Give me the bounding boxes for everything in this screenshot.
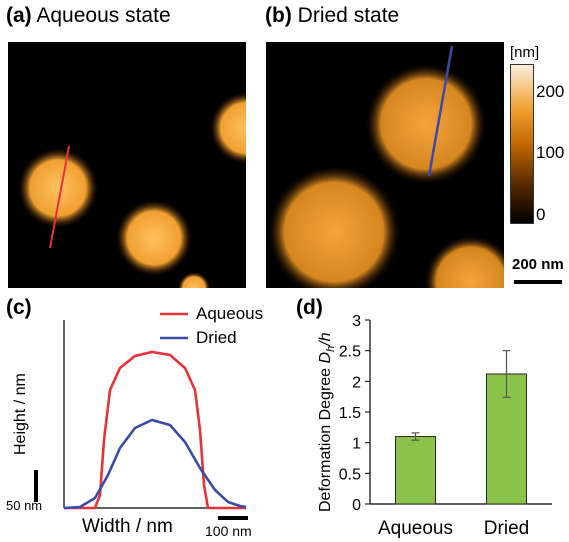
legend-label-aqueous: Aqueous — [196, 304, 264, 323]
bar-chart-y-tick-label: 1 — [352, 436, 361, 453]
panel-c-letter: (c) — [6, 296, 32, 319]
particle — [178, 272, 210, 288]
legend-label-dried: Dried — [196, 328, 237, 347]
line-profile-dried — [427, 45, 454, 177]
colorbar-tick: 100 — [536, 143, 565, 162]
bar-category-label: Dried — [484, 518, 529, 539]
panel-b-label: (b) Dried state — [265, 4, 399, 28]
bar-chart-ylabel: Deformation Degree Dh/h — [317, 332, 337, 512]
line-profile-aqueous — [49, 145, 70, 249]
ylabel-subscript: h — [325, 346, 337, 352]
afm-aqueous-svg — [18, 92, 246, 288]
bar-chart-y-tick-label: 0.5 — [339, 466, 361, 483]
profile-plot — [34, 312, 248, 520]
particle — [210, 92, 246, 164]
width-scale-label: 100 nm — [205, 523, 252, 539]
panel-a-letter: (a) — [6, 4, 32, 27]
particle — [268, 166, 400, 288]
particle — [116, 200, 192, 276]
bar-chart-y-tick-label: 0 — [352, 497, 361, 514]
panel-a-label: (a) Aqueous state — [6, 4, 171, 28]
bar-category-label: Aqueous — [378, 518, 453, 539]
afm-image-aqueous — [8, 42, 246, 288]
panel-b-title: Dried state — [297, 4, 400, 27]
particle — [425, 236, 504, 288]
panel-b-letter: (b) — [265, 4, 292, 27]
bar-chart: Deformation Degree Dh/h 0 0.5 1 1.5 2 2.5 3 Aqu… — [317, 313, 552, 539]
height-scale-label: 50 nm — [6, 498, 43, 513]
panel-c-label: (c) — [6, 296, 32, 320]
bar-chart-y-tick-label: 1.5 — [339, 405, 361, 422]
colorbar-unit: [nm] — [510, 44, 540, 61]
afm-scale-label: 200 nm — [512, 256, 564, 273]
afm-image-dried — [266, 42, 504, 288]
afm-dried-svg — [268, 45, 504, 288]
particle — [18, 148, 98, 228]
panel-d-letter: (d) — [296, 296, 323, 319]
particle — [366, 64, 486, 184]
bar — [395, 436, 436, 505]
ylabel-text: Deformation Degree — [317, 363, 334, 512]
afm-scale-bar — [514, 280, 562, 284]
ylabel-tail: /h — [317, 332, 334, 346]
bar-chart-y-tick-label: 3 — [352, 313, 361, 330]
colorbar-tick: 0 — [536, 205, 546, 224]
colorbar — [510, 64, 534, 224]
ylabel-symbol: D — [317, 351, 334, 363]
bar-chart-y-tick-label: 2 — [352, 374, 361, 391]
colorbar-tick: 200 — [536, 82, 565, 101]
profile-ylabel: Height / nm — [12, 373, 29, 455]
panel-d-label: (d) — [296, 296, 323, 320]
profile-curve-aqueous — [64, 350, 246, 510]
panel-a-title: Aqueous state — [36, 4, 171, 27]
profile-xlabel: Width / nm — [82, 516, 173, 537]
bar-chart-y-tick-label: 2.5 — [339, 344, 361, 361]
profile-curve-dried — [63, 418, 247, 510]
